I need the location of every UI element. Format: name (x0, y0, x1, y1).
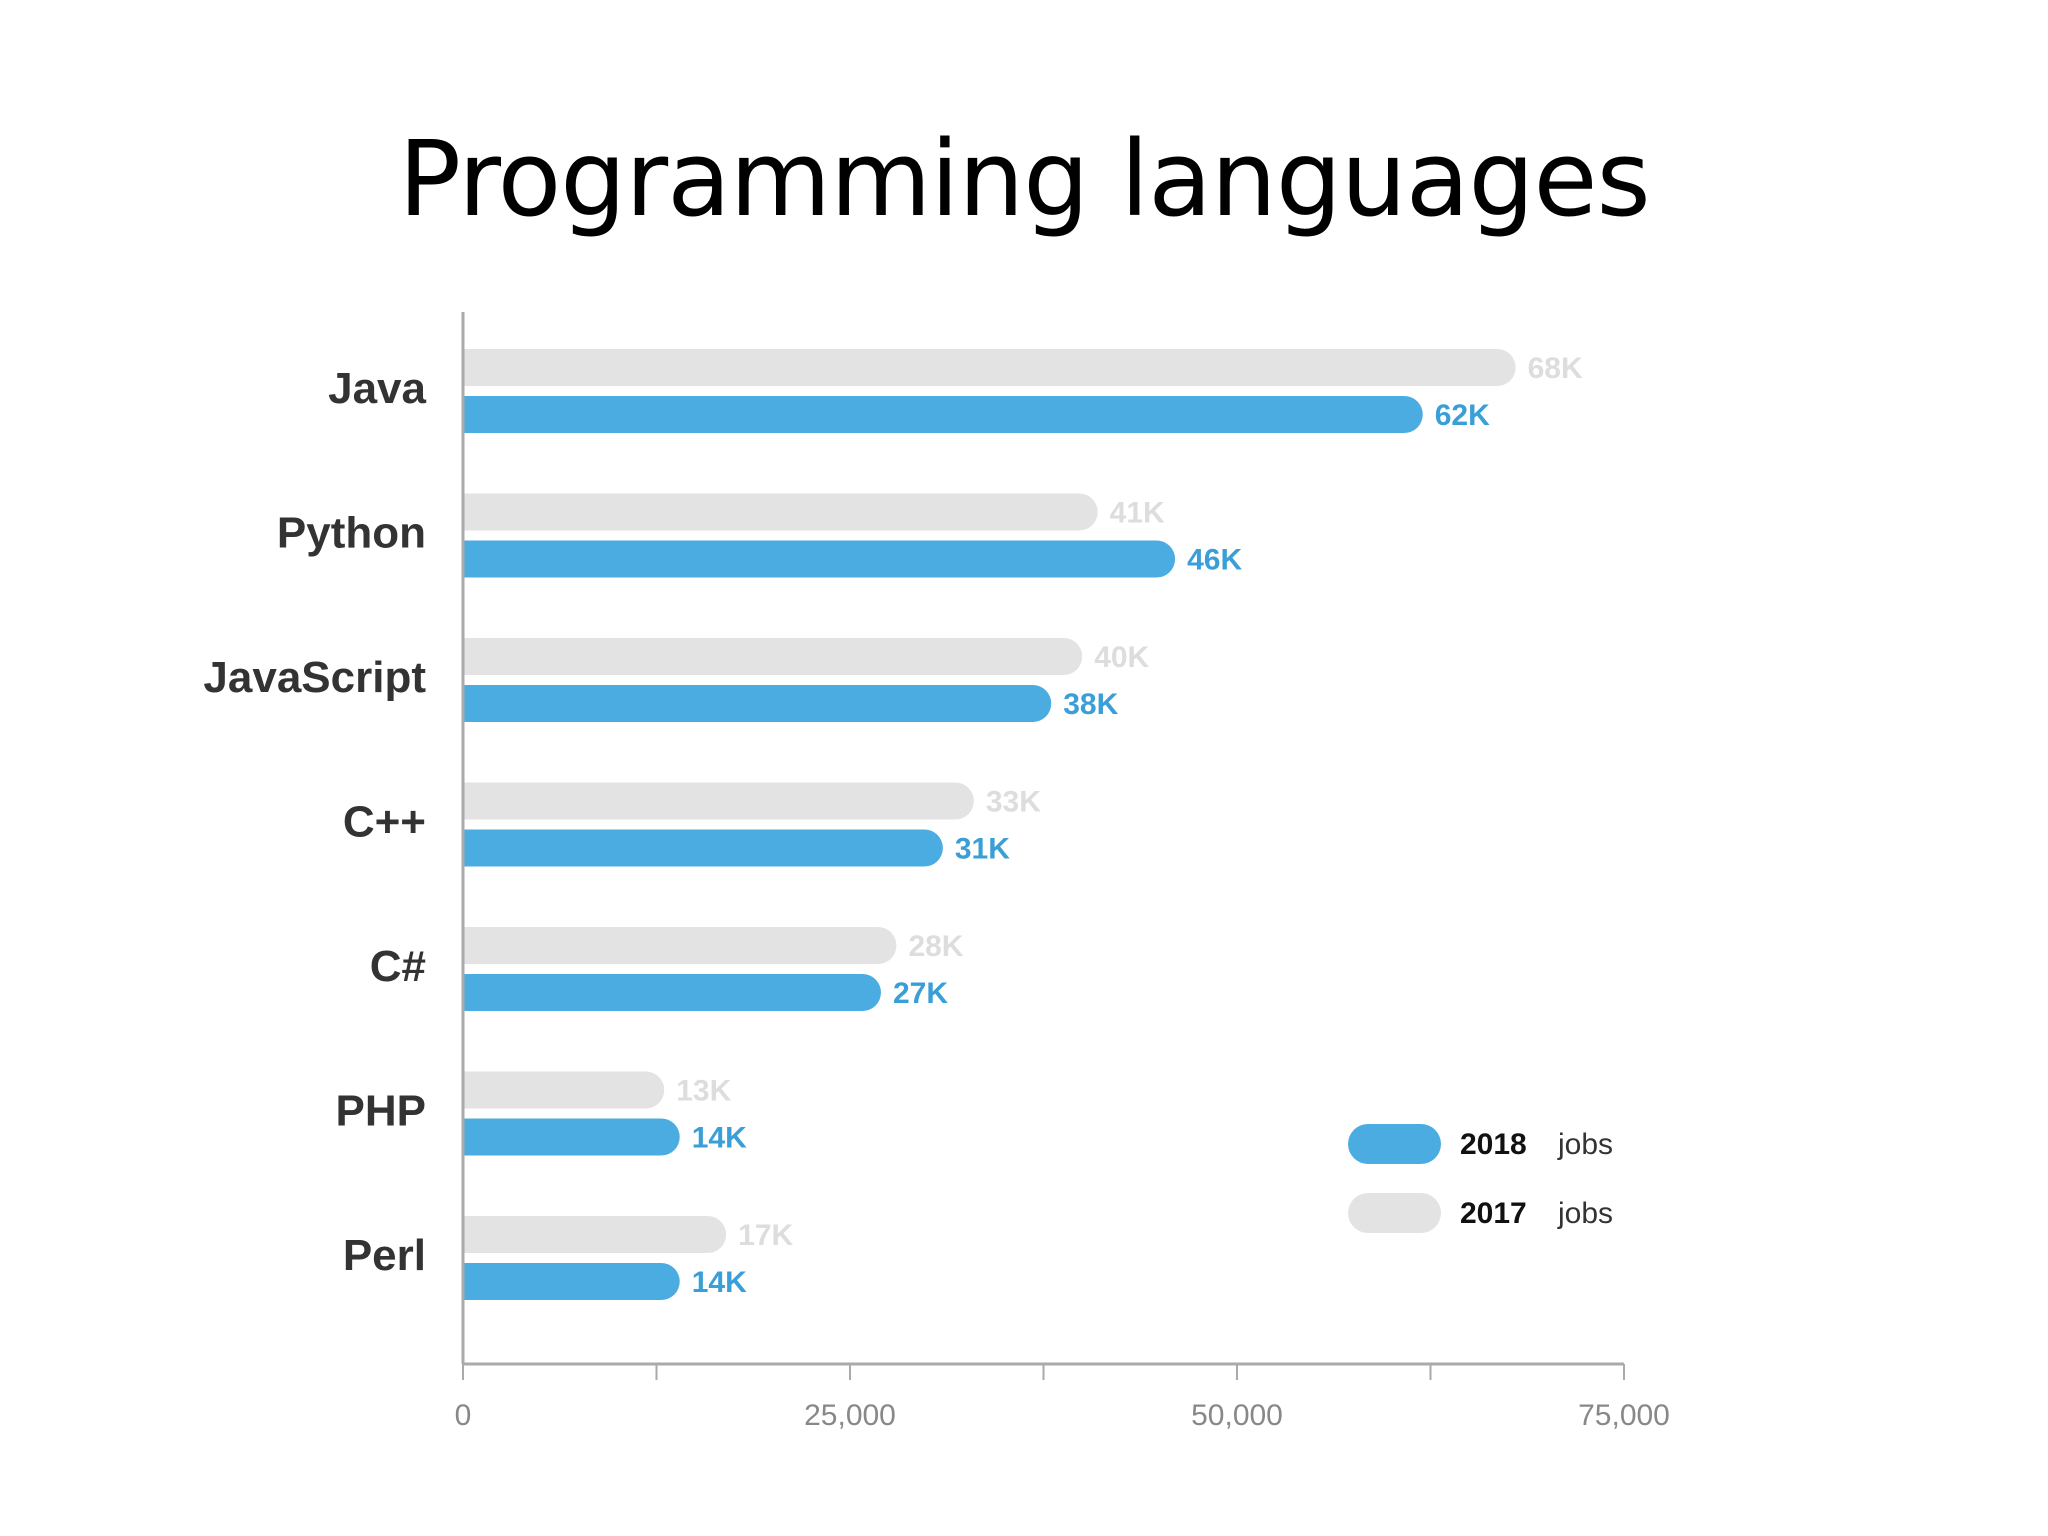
category-label-java: Java (328, 364, 426, 413)
bar-2018-javascript (463, 685, 1052, 722)
x-tick-label: 25,000 (804, 1399, 896, 1432)
bar-2017-square-end-perl (463, 1216, 500, 1253)
data-label-2017-cpp: 33K (986, 786, 1041, 819)
data-label-2018-java: 62K (1435, 399, 1490, 432)
bar-2018-perl (463, 1263, 680, 1300)
data-label-2018-csharp: 27K (893, 977, 948, 1010)
x-tick-label: 75,000 (1578, 1399, 1670, 1432)
bar-2017-square-end-javascript (463, 638, 500, 675)
legend-year-2017: 2017 (1460, 1197, 1527, 1230)
legend-unit-2018: jobs (1557, 1128, 1613, 1161)
data-label-2017-java: 68K (1528, 352, 1583, 385)
bar-2017-cpp (463, 782, 974, 820)
category-label-cpp: C++ (343, 798, 426, 847)
bar-2017-python (463, 493, 1098, 531)
x-tick-label: 0 (455, 1399, 472, 1432)
data-label-2017-csharp: 28K (908, 930, 963, 963)
bar-2018-cpp (463, 829, 943, 867)
data-label-2018-javascript: 38K (1063, 688, 1118, 721)
bar-2017-square-end-php (463, 1071, 500, 1109)
category-label-php: PHP (336, 1087, 426, 1136)
bar-2018-square-end-php (463, 1118, 500, 1156)
data-label-2018-perl: 14K (692, 1266, 747, 1299)
data-label-2018-python: 46K (1187, 544, 1242, 577)
bar-2018-python (463, 540, 1176, 578)
category-label-csharp: C# (370, 942, 426, 991)
bar-2017-square-end-cpp (463, 782, 500, 820)
bar-2018-square-end-cpp (463, 829, 500, 867)
legend-unit-2017: jobs (1557, 1197, 1613, 1230)
bar-2018-square-end-javascript (463, 685, 500, 722)
legend-year-2018: 2018 (1460, 1128, 1527, 1161)
bar-2017-square-end-csharp (463, 927, 500, 964)
bar-2018-square-end-java (463, 396, 500, 433)
category-label-javascript: JavaScript (203, 653, 426, 702)
bar-2018-square-end-python (463, 540, 500, 578)
data-label-2018-php: 14K (692, 1122, 747, 1155)
category-label-python: Python (277, 509, 426, 558)
bar-2018-java (463, 396, 1423, 433)
bar-2018-php (463, 1118, 680, 1156)
bar-2017-csharp (463, 927, 897, 964)
data-label-2018-cpp: 31K (955, 833, 1010, 866)
bar-2017-javascript (463, 638, 1083, 675)
data-label-2017-javascript: 40K (1094, 641, 1149, 674)
data-label-2017-python: 41K (1110, 497, 1165, 530)
x-tick-label: 50,000 (1191, 1399, 1283, 1432)
category-label-perl: Perl (343, 1231, 426, 1280)
bar-2017-square-end-java (463, 349, 500, 386)
bar-2017-square-end-python (463, 493, 500, 531)
data-label-2017-perl: 17K (738, 1219, 793, 1252)
legend: 2018 jobs 2017 jobs (1348, 1124, 1613, 1233)
bar-2017-java (463, 349, 1516, 386)
bar-2018-csharp (463, 974, 881, 1011)
page-title: Programming languages (398, 118, 1650, 240)
legend-swatch-2018 (1348, 1124, 1441, 1164)
bar-2018-square-end-csharp (463, 974, 500, 1011)
bar-2017-php (463, 1071, 665, 1109)
bar-2017-perl (463, 1216, 727, 1253)
legend-swatch-2017 (1348, 1193, 1441, 1233)
bar-2018-square-end-perl (463, 1263, 500, 1300)
data-label-2017-php: 13K (676, 1075, 731, 1108)
